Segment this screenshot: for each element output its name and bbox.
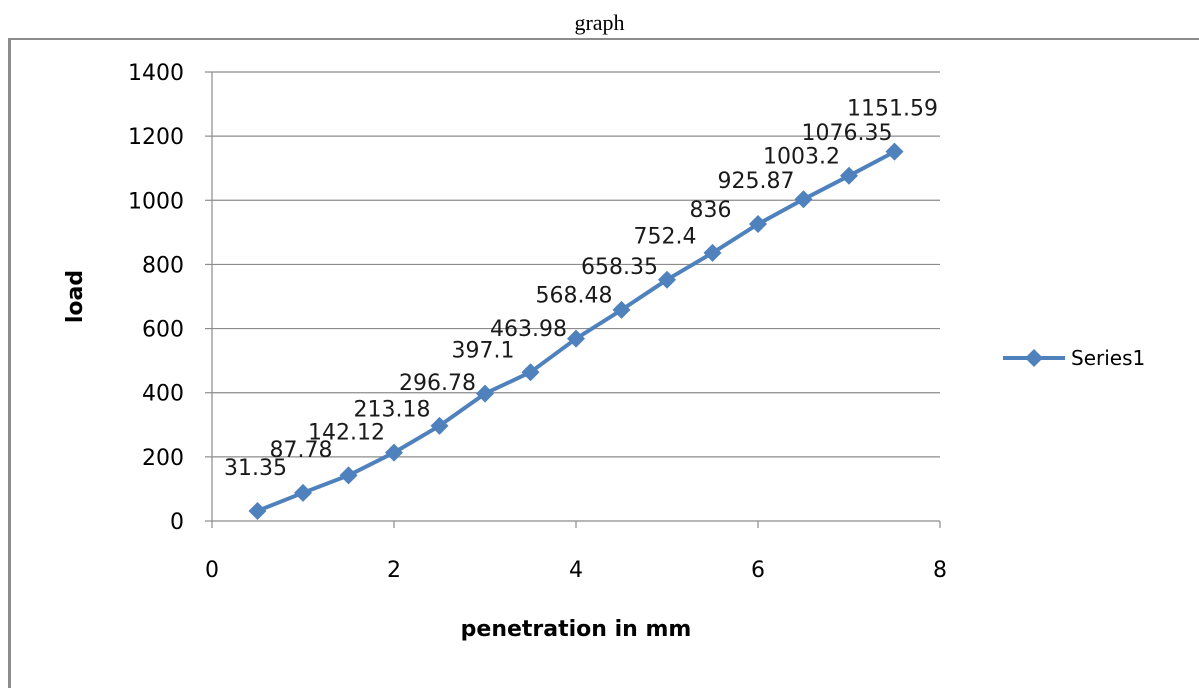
data-label-4: 213.18 xyxy=(354,398,431,423)
data-label-9: 658.35 xyxy=(581,255,658,280)
y-tick-label-400: 400 xyxy=(142,382,184,407)
legend: Series1 xyxy=(1003,346,1145,370)
data-point-11 xyxy=(703,243,722,262)
x-axis-title: penetration in mm xyxy=(461,617,692,642)
data-label-6: 397.1 xyxy=(452,339,515,364)
y-axis-title: load xyxy=(63,270,88,323)
y-tick-label-600: 600 xyxy=(142,318,184,343)
data-point-13 xyxy=(794,190,813,209)
data-point-14 xyxy=(840,166,858,185)
data-point-2 xyxy=(294,483,312,502)
data-point-8 xyxy=(567,329,585,348)
data-label-13: 1003.2 xyxy=(763,144,840,169)
data-label-14: 1076.35 xyxy=(802,121,893,146)
x-tick-label-6: 6 xyxy=(751,558,765,583)
data-label-3: 142.12 xyxy=(308,420,385,445)
data-label-2: 87.78 xyxy=(270,438,333,463)
y-tick-label-200: 200 xyxy=(142,446,184,471)
data-label-7: 463.98 xyxy=(490,317,567,342)
data-label-1: 31.35 xyxy=(224,456,287,481)
y-tick-label-0: 0 xyxy=(170,510,184,535)
data-point-3 xyxy=(339,466,358,485)
data-label-8: 568.48 xyxy=(536,284,613,309)
data-point-15 xyxy=(885,142,904,161)
data-point-4 xyxy=(385,443,403,462)
data-label-11: 836 xyxy=(690,198,732,223)
x-tick-label-2: 2 xyxy=(387,558,401,583)
y-tick-label-1000: 1000 xyxy=(128,189,184,214)
tick-labels: 0 200 400 600 800 1000 1200 1400 0 2 4 6 8 xyxy=(128,61,947,583)
data-label-5: 296.78 xyxy=(399,371,476,396)
data-label-15: 1151.59 xyxy=(847,97,938,122)
data-point-9 xyxy=(612,300,631,319)
page-caption: graph xyxy=(574,10,625,35)
data-point-6 xyxy=(476,384,494,403)
data-point-5 xyxy=(430,416,449,435)
x-tick-label-0: 0 xyxy=(205,558,219,583)
x-tick-label-8: 8 xyxy=(933,558,947,583)
data-point-1 xyxy=(248,501,267,520)
legend-entry-series1: Series1 xyxy=(1071,346,1145,370)
legend-diamond-marker xyxy=(1025,349,1043,367)
series-group xyxy=(248,142,904,520)
data-point-10 xyxy=(658,270,676,289)
y-tick-label-1200: 1200 xyxy=(128,125,184,150)
chart-frame xyxy=(8,38,1199,688)
data-point-12 xyxy=(749,215,767,234)
grid-lines xyxy=(212,71,940,458)
data-point-7 xyxy=(521,363,540,382)
axes xyxy=(205,71,941,528)
y-tick-label-800: 800 xyxy=(142,253,184,278)
data-label-12: 925.87 xyxy=(718,169,795,194)
data-label-10: 752.4 xyxy=(634,225,697,250)
x-tick-label-4: 4 xyxy=(569,558,583,583)
y-tick-label-1400: 1400 xyxy=(128,61,184,86)
